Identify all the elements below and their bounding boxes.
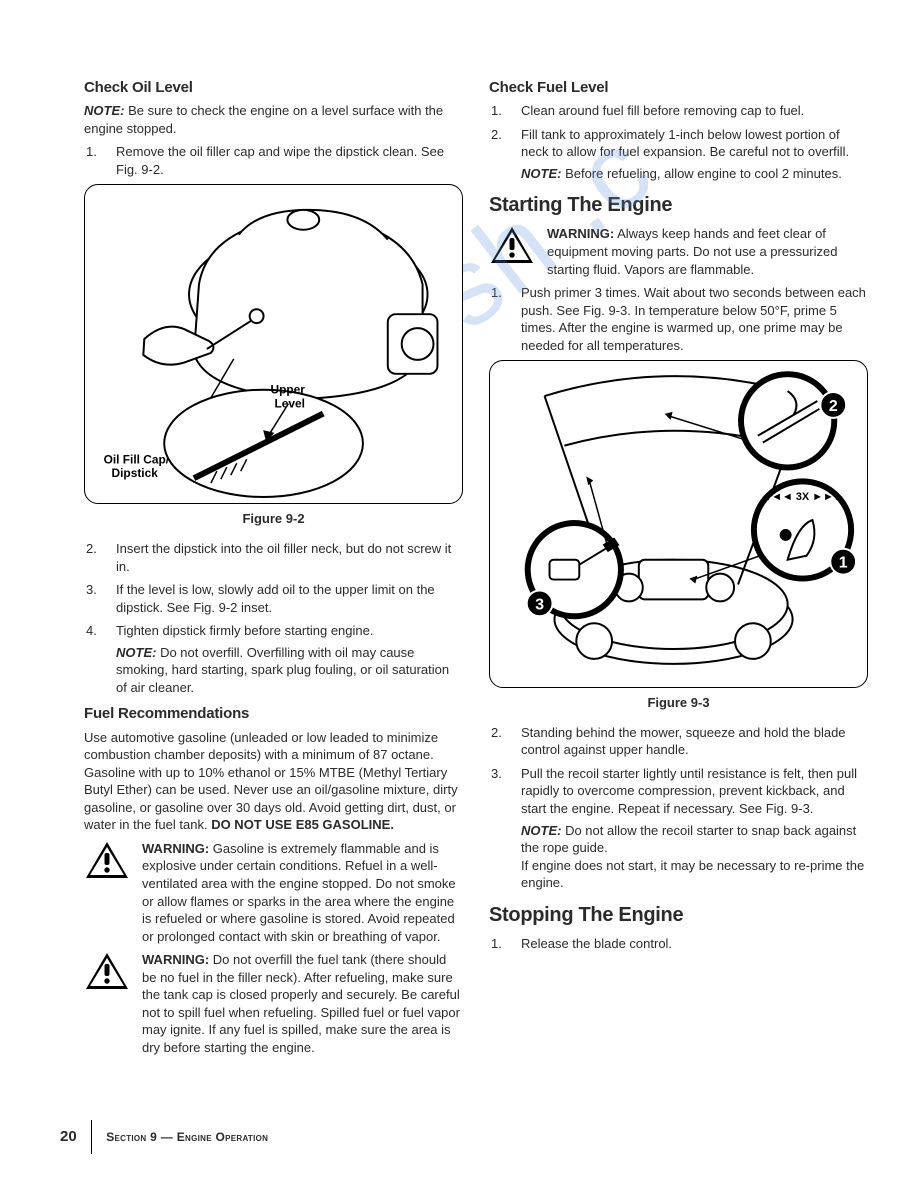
note-text: Do not allow the recoil starter to snap … bbox=[521, 823, 856, 856]
warn-lead: WARNING: bbox=[142, 841, 209, 856]
figure-9-3: 2 ◄◄◄ 3X ►►► 1 bbox=[489, 360, 868, 688]
note-text: Be sure to check the engine on a level s… bbox=[84, 103, 443, 136]
warn-body: Do not overfill the fuel tank (there sho… bbox=[142, 952, 460, 1055]
svg-text:1: 1 bbox=[839, 555, 848, 572]
heading-fuel-rec: Fuel Recommendations bbox=[84, 704, 463, 724]
label-dipstick: Dipstick bbox=[112, 467, 159, 481]
step-num: 2. bbox=[489, 724, 521, 759]
step-text: Remove the oil filler cap and wipe the d… bbox=[116, 143, 463, 178]
start-step-1: 1. Push primer 3 times. Wait about two s… bbox=[489, 284, 868, 354]
step-text: If the level is low, slowly add oil to t… bbox=[116, 581, 463, 616]
fuel-step-1: 1. Clean around fuel fill before removin… bbox=[489, 102, 868, 120]
figure-9-2: Oil Fill Cap/ Dipstick Upper Level bbox=[84, 184, 463, 504]
step-text: Clean around fuel fill before removing c… bbox=[521, 102, 868, 120]
note-lead: NOTE: bbox=[521, 823, 561, 838]
step-text: Tighten dipstick firmly before starting … bbox=[116, 622, 463, 696]
oil-step-3: 3. If the level is low, slowly add oil t… bbox=[84, 581, 463, 616]
step-text: Pull the recoil starter lightly until re… bbox=[521, 765, 868, 892]
callout-3x: ◄◄◄ 3X ►►► bbox=[760, 491, 844, 503]
start-step-2: 2. Standing behind the mower, squeeze an… bbox=[489, 724, 868, 759]
warning-starting: WARNING: Always keep hands and feet clea… bbox=[489, 225, 868, 278]
step-3-note: NOTE: Do not allow the recoil starter to… bbox=[521, 822, 868, 857]
step-3-extra: If engine does not start, it may be nece… bbox=[521, 857, 868, 892]
step-text: Standing behind the mower, squeeze and h… bbox=[521, 724, 868, 759]
note-text: Before refueling, allow engine to cool 2… bbox=[561, 166, 841, 181]
oil-step-4: 4. Tighten dipstick firmly before starti… bbox=[84, 622, 463, 696]
step-text: Push primer 3 times. Wait about two seco… bbox=[521, 284, 868, 354]
warning-gasoline: WARNING: Gasoline is extremely flammable… bbox=[84, 840, 463, 945]
page-number: 20 bbox=[60, 1127, 77, 1147]
oil-step-2: 2. Insert the dipstick into the oil fill… bbox=[84, 540, 463, 575]
warn-body: Gasoline is extremely flammable and is e… bbox=[142, 841, 456, 944]
step-num: 3. bbox=[489, 765, 521, 892]
label-level: Level bbox=[274, 397, 304, 411]
step-text: Insert the dipstick into the oil filler … bbox=[116, 540, 463, 575]
step-num: 1. bbox=[84, 143, 116, 178]
mower-illustration: 2 ◄◄◄ 3X ►►► 1 bbox=[490, 361, 867, 687]
oil-steps-2-4: 2. Insert the dipstick into the oil fill… bbox=[84, 540, 463, 696]
note-lead: NOTE: bbox=[521, 166, 561, 181]
svg-text:2: 2 bbox=[829, 398, 838, 415]
step-4-note: NOTE: Do not overfill. Overfilling with … bbox=[116, 644, 463, 697]
warning-overfill: WARNING: Do not overfill the fuel tank (… bbox=[84, 951, 463, 1056]
page-footer: 20 Section 9 — Engine Operation bbox=[60, 1120, 268, 1154]
start-steps-1: 1. Push primer 3 times. Wait about two s… bbox=[489, 284, 868, 354]
fuel-para-b: DO NOT USE E85 GASOLINE. bbox=[211, 817, 394, 832]
warning-icon bbox=[489, 225, 535, 265]
step-num: 4. bbox=[84, 622, 116, 696]
warning-icon bbox=[84, 840, 130, 880]
two-column-layout: Check Oil Level NOTE: Be sure to check t… bbox=[84, 78, 868, 1062]
start-step-3: 3. Pull the recoil starter lightly until… bbox=[489, 765, 868, 892]
heading-starting-engine: Starting The Engine bbox=[489, 192, 868, 219]
fuel-steps: 1. Clean around fuel fill before removin… bbox=[489, 102, 868, 182]
step-text: Fill tank to approximately 1-inch below … bbox=[521, 126, 868, 183]
oil-step-1: 1. Remove the oil filler cap and wipe th… bbox=[84, 143, 463, 178]
step-2-main: Fill tank to approximately 1-inch below … bbox=[521, 127, 849, 160]
step-num: 1. bbox=[489, 284, 521, 354]
step-num: 1. bbox=[489, 102, 521, 120]
figure-9-3-caption: Figure 9-3 bbox=[489, 694, 868, 712]
note-lead: NOTE: bbox=[116, 645, 156, 660]
step-num: 2. bbox=[489, 126, 521, 183]
label-upper: Upper bbox=[271, 383, 306, 397]
note-text: Do not overfill. Overfilling with oil ma… bbox=[116, 645, 449, 695]
label-oil-cap: Oil Fill Cap/ bbox=[104, 453, 170, 467]
step-2-note: NOTE: Before refueling, allow engine to … bbox=[521, 165, 868, 183]
svg-text:3: 3 bbox=[535, 597, 544, 614]
oil-steps-1: 1. Remove the oil filler cap and wipe th… bbox=[84, 143, 463, 178]
stop-step-1: 1. Release the blade control. bbox=[489, 935, 868, 953]
fuel-step-2: 2. Fill tank to approximately 1-inch bel… bbox=[489, 126, 868, 183]
step-num: 1. bbox=[489, 935, 521, 953]
step-num: 2. bbox=[84, 540, 116, 575]
start-steps-2-3: 2. Standing behind the mower, squeeze an… bbox=[489, 724, 868, 892]
stop-steps: 1. Release the blade control. bbox=[489, 935, 868, 953]
warning-overfill-text: WARNING: Do not overfill the fuel tank (… bbox=[142, 951, 463, 1056]
warn-lead: WARNING: bbox=[547, 226, 614, 241]
step-num: 3. bbox=[84, 581, 116, 616]
footer-separator bbox=[91, 1120, 93, 1154]
heading-stopping-engine: Stopping The Engine bbox=[489, 902, 868, 929]
figure-9-2-caption: Figure 9-2 bbox=[84, 510, 463, 528]
left-column: Check Oil Level NOTE: Be sure to check t… bbox=[84, 78, 463, 1062]
heading-check-oil: Check Oil Level bbox=[84, 78, 463, 98]
step-3-main: Pull the recoil starter lightly until re… bbox=[521, 766, 857, 816]
warning-starting-text: WARNING: Always keep hands and feet clea… bbox=[547, 225, 868, 278]
warning-icon bbox=[84, 951, 130, 991]
heading-check-fuel: Check Fuel Level bbox=[489, 78, 868, 98]
section-label: Section 9 — Engine Operation bbox=[106, 1129, 268, 1145]
warn-lead: WARNING: bbox=[142, 952, 209, 967]
note-check-oil: NOTE: Be sure to check the engine on a l… bbox=[84, 102, 463, 137]
warning-gasoline-text: WARNING: Gasoline is extremely flammable… bbox=[142, 840, 463, 945]
step-4-main: Tighten dipstick firmly before starting … bbox=[116, 623, 373, 638]
engine-illustration: Oil Fill Cap/ Dipstick Upper Level bbox=[85, 185, 462, 503]
step-text: Release the blade control. bbox=[521, 935, 868, 953]
right-column: Check Fuel Level 1. Clean around fuel fi… bbox=[489, 78, 868, 1062]
fuel-rec-para: Use automotive gasoline (unleaded or low… bbox=[84, 729, 463, 834]
note-lead: NOTE: bbox=[84, 103, 124, 118]
